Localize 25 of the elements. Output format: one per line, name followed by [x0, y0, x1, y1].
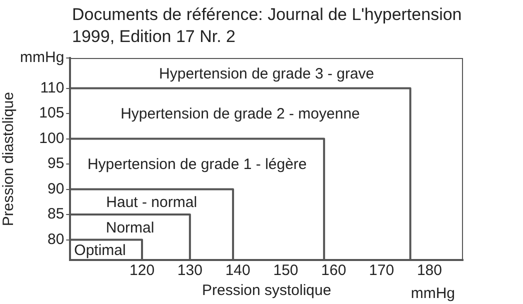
chart-title: Documents de référence: Journal de L'hypertension 1999, Edition 17 Nr. 2	[72, 4, 463, 48]
series-label: Hypertension de grade 1 - légère	[87, 156, 307, 174]
series-label: Optimal	[74, 242, 126, 260]
y-tick-label: 105	[39, 104, 64, 122]
series-label: Haut - normal	[106, 194, 198, 212]
x-tick-label: 160	[321, 262, 346, 280]
y-tick-label: 100	[39, 130, 64, 147]
series-label: Normal	[106, 219, 154, 236]
x-tick-label: 130	[177, 262, 202, 280]
text: mmHg	[410, 285, 455, 302]
x-tick-label: 180	[416, 262, 442, 280]
x-tick-label: 170	[369, 262, 394, 280]
y-axis-title: Pression diastolique	[0, 92, 18, 226]
y-tick-label: 110	[40, 79, 64, 96]
x-tick-label: 120	[130, 262, 155, 280]
y-tick-label: 90	[47, 180, 64, 198]
y-tick-label: 80	[47, 230, 64, 248]
y-tick-label: 95	[47, 155, 64, 172]
x-tick-label: 150	[273, 262, 298, 280]
series-label: Hypertension de grade 3 - grave	[159, 65, 374, 82]
x-tick-label: 140	[225, 262, 250, 280]
series-label: Hypertension de grade 2 - moyenne	[120, 106, 360, 123]
y-tick-label: mmHg	[20, 49, 64, 66]
y-tick-label: 85	[47, 206, 64, 223]
x-axis-title: Pression systolique	[202, 282, 332, 300]
